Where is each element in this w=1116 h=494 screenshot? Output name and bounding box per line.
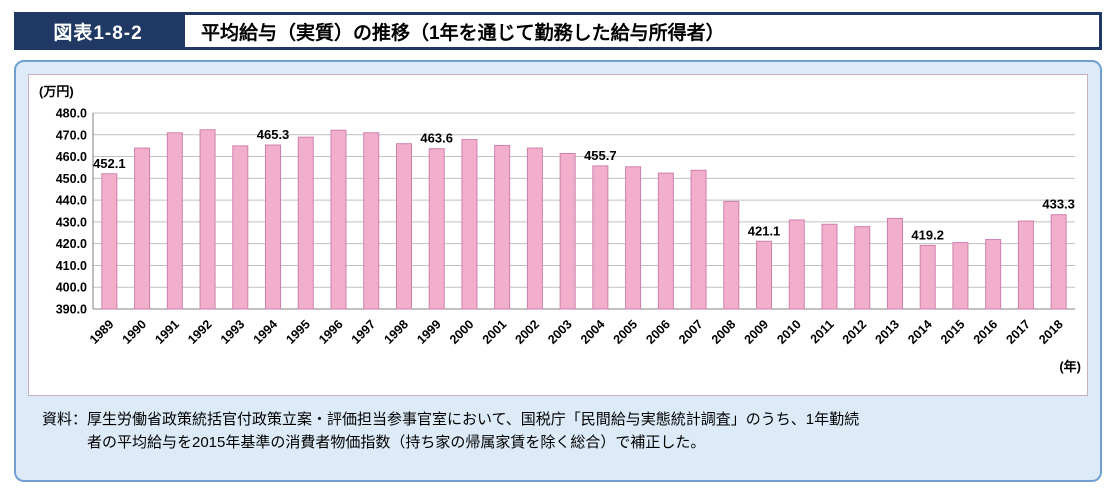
bar-2017: [1017, 220, 1034, 310]
x-tick-label: 1995: [283, 317, 313, 347]
x-tick-label: 1997: [349, 317, 379, 347]
x-tick-label: 1993: [218, 317, 248, 347]
y-axis-unit-label: (万円): [39, 84, 74, 99]
figure-number-badge: 図表1-8-2: [14, 12, 182, 50]
y-tick-label: 410.0: [56, 259, 87, 273]
bar-1992: [199, 129, 216, 310]
bar-1996: [330, 129, 347, 310]
bar-2008: [723, 200, 740, 310]
bar-2015: [952, 242, 969, 310]
bar-1991: [166, 132, 183, 310]
chart-box: 390.0 400.0 410.0 420.0 430.0 440.0 450.0 460.0…: [28, 74, 1088, 396]
x-tick-label: 2015: [938, 317, 968, 347]
y-tick-label: 470.0: [56, 128, 87, 142]
x-tick-label: 1990: [120, 317, 150, 347]
x-axis-unit-label: (年): [1059, 359, 1081, 374]
x-tick-label: 2012: [840, 317, 870, 347]
x-tick-label: 2005: [611, 317, 641, 347]
bar-1993: [232, 145, 249, 310]
x-tick-label: 2000: [447, 317, 477, 347]
x-tick-label: 2016: [971, 317, 1001, 347]
x-tick-label: 2002: [512, 317, 542, 347]
y-tick-label: 440.0: [56, 194, 87, 208]
bar-2013: [886, 217, 903, 310]
y-tick-label: 430.0: [56, 215, 87, 229]
x-tick-label: 1994: [251, 317, 281, 347]
bar-value-label: 433.3: [1042, 197, 1075, 212]
bar-value-label: 421.1: [748, 223, 781, 238]
y-tick-label: 390.0: [56, 303, 87, 317]
bar-1999: [428, 148, 445, 310]
bar-2014: [919, 244, 936, 310]
bar-value-label: 419.2: [911, 227, 944, 242]
bar-2006: [657, 172, 674, 310]
x-tick-label: 1991: [152, 317, 182, 347]
x-tick-label: 2013: [873, 317, 903, 347]
bar-chart: 390.0 400.0 410.0 420.0 430.0 440.0 450.0 460.0…: [37, 81, 1081, 395]
x-tick-label: 2017: [1003, 317, 1033, 347]
figure-title: 平均給与（実質）の推移（1年を通じて勤務した給与所得者）: [182, 12, 1102, 50]
chart-panel: 390.0 400.0 410.0 420.0 430.0 440.0 450.0 460.0…: [14, 60, 1102, 482]
x-tick-label: 2018: [1036, 317, 1066, 347]
bar-1995: [297, 136, 314, 310]
bar-2018: [1050, 214, 1067, 310]
bar-2009: [756, 240, 773, 310]
x-tick-label: 1999: [414, 317, 444, 347]
bar-2011: [821, 223, 838, 310]
y-tick-label: 420.0: [56, 237, 87, 251]
bar-1990: [134, 147, 151, 310]
x-tick-label: 2001: [480, 317, 510, 347]
bar-2012: [854, 226, 871, 310]
x-tick-label: 1996: [316, 317, 346, 347]
bar-1989: [101, 173, 118, 310]
bar-1997: [363, 132, 380, 310]
x-tick-label: 1992: [185, 317, 215, 347]
bar-2003: [559, 153, 576, 310]
y-tick-label: 460.0: [56, 150, 87, 164]
x-tick-label: 2010: [774, 317, 804, 347]
x-tick-label: 2009: [742, 317, 772, 347]
source-note-line-2: 者の平均給与を2015年基準の消費者物価指数（持ち家の帰属家賃を除く総合）で補正…: [87, 434, 706, 452]
bar-chart-svg: 390.0 400.0 410.0 420.0 430.0 440.0 450.0 460.0…: [39, 84, 1081, 374]
x-tick-label: 2006: [643, 317, 673, 347]
x-tick-label: 2004: [578, 317, 608, 347]
bar-value-label: 465.3: [257, 127, 290, 142]
x-tick-label: 2003: [545, 317, 575, 347]
bar-2016: [985, 239, 1002, 310]
source-note-line-1: 資料：厚生労働省政策統括官付政策立案・評価担当参事官室において、国税庁「民間給与…: [42, 411, 860, 428]
x-tick-label: 2007: [676, 317, 706, 347]
y-tick-label: 480.0: [56, 107, 87, 121]
bar-value-label: 463.6: [420, 131, 453, 146]
bar-1998: [395, 143, 412, 310]
x-tick-label: 2008: [709, 317, 739, 347]
x-tick-label: 1989: [87, 317, 117, 347]
bar-value-label: 455.7: [584, 148, 617, 163]
bar-2000: [461, 139, 478, 310]
bar-2007: [690, 169, 707, 310]
x-tick-label: 2014: [905, 317, 935, 347]
bar-2005: [625, 166, 642, 310]
source-note: 資料：厚生労働省政策統括官付政策立案・評価担当参事官室において、国税庁「民間給与…: [28, 406, 1088, 457]
y-tick-label: 400.0: [56, 281, 87, 295]
y-tick-label: 450.0: [56, 172, 87, 186]
bar-1994: [265, 144, 282, 310]
bar-2001: [494, 144, 511, 310]
figure-header: 図表1-8-2 平均給与（実質）の推移（1年を通じて勤務した給与所得者）: [14, 12, 1102, 50]
bar-2004: [592, 165, 609, 310]
bar-2002: [526, 147, 543, 310]
x-tick-label: 1998: [382, 317, 412, 347]
bar-value-label: 452.1: [93, 156, 126, 171]
x-tick-label: 2011: [808, 317, 837, 346]
bar-2010: [788, 219, 805, 310]
